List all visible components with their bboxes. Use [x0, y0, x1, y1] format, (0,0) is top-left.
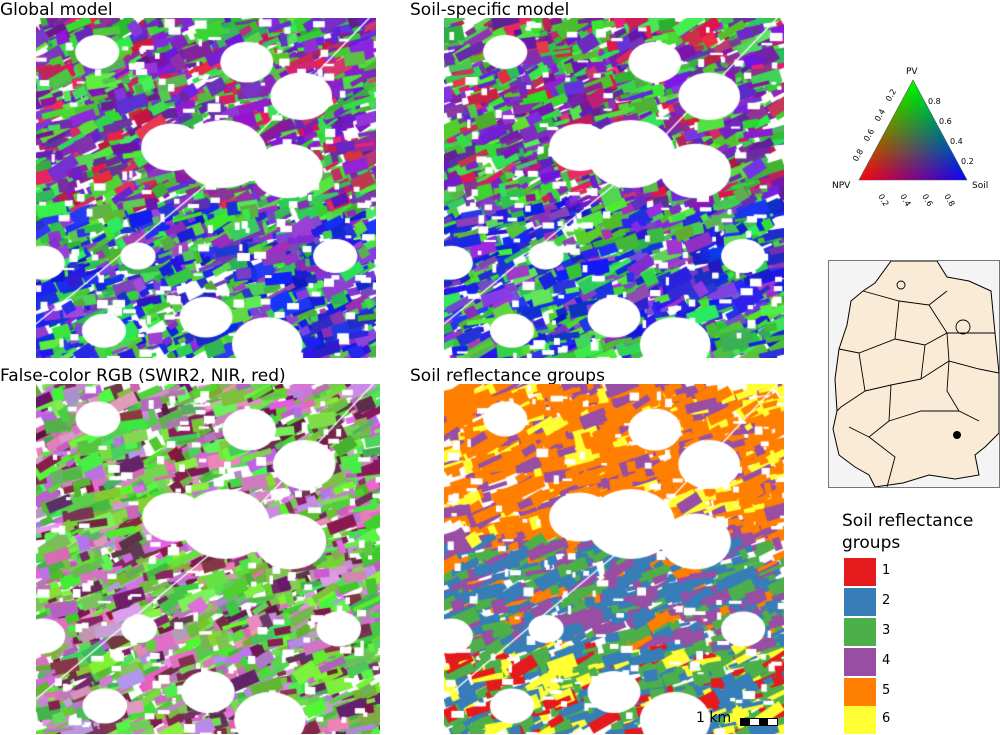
tick-right-2: 0.6	[939, 117, 952, 126]
scale-bar-label: 1 km	[696, 710, 732, 726]
legend-title-line1: Soil reflectance	[842, 511, 974, 531]
tick-right-4: 0.2	[961, 157, 974, 166]
legend-swatch-1	[844, 558, 876, 586]
legend-label-2: 2	[882, 593, 891, 608]
panel-title-soil-reflectance-groups: Soil reflectance groups	[410, 366, 605, 386]
legend-swatch-5	[844, 678, 876, 706]
vertex-label-npv: NPV	[832, 181, 851, 191]
panel-title-false-color-rgb: False-color RGB (SWIR2, NIR, red)	[0, 366, 286, 386]
legend-item: 6	[842, 706, 922, 734]
tick-left-4: 0.8	[851, 147, 865, 163]
legend-swatch-3	[844, 618, 876, 646]
study-site-marker	[953, 431, 961, 439]
scale-bar-graphic	[740, 718, 778, 726]
tick-right-1: 0.8	[928, 97, 941, 106]
soil-reflectance-groups-map	[444, 384, 784, 734]
location-inset-map	[828, 260, 1000, 488]
global-model-raster	[36, 18, 376, 358]
tick-right-3: 0.4	[950, 137, 963, 146]
soil-specific-model-raster	[444, 18, 784, 358]
legend-label-1: 1	[882, 563, 891, 578]
vertex-label-pv: PV	[906, 67, 918, 77]
panel-title-global-model: Global model	[0, 0, 113, 20]
soil-specific-model-map	[444, 18, 784, 358]
legend-item: 1	[842, 558, 922, 586]
tick-left-3: 0.6	[862, 127, 876, 143]
tick-left-1: 0.2	[884, 87, 898, 103]
legend-item: 2	[842, 588, 922, 616]
tick-bottom-4: 0.8	[942, 193, 956, 209]
legend-swatch-2	[844, 588, 876, 616]
false-color-raster	[36, 384, 380, 734]
legend-label-4: 4	[882, 653, 891, 668]
legend-swatch-6	[844, 706, 876, 734]
tick-left-2: 0.4	[873, 107, 887, 123]
legend-item: 3	[842, 618, 922, 646]
tick-bottom-2: 0.4	[898, 193, 912, 209]
soil-groups-raster	[444, 384, 784, 734]
legend-label-6: 6	[882, 711, 891, 726]
germany-outline	[832, 261, 999, 487]
soil-reflectance-legend: Soil reflectance groups 1 2 3 4 5 6	[842, 510, 1000, 734]
legend-title-line2: groups	[842, 533, 901, 553]
false-color-rgb-map	[36, 384, 380, 734]
ternary-color-legend: PV NPV Soil 0.2 0.4 0.6 0.8 0.8 0.6 0.4 …	[826, 60, 1000, 210]
legend-label-3: 3	[882, 623, 891, 638]
legend-item: 4	[842, 648, 922, 676]
vertex-label-soil: Soil	[972, 181, 988, 191]
legend-item: 5	[842, 678, 922, 706]
panel-title-soil-specific-model: Soil-specific model	[410, 0, 570, 20]
tick-bottom-1: 0.2	[876, 193, 890, 209]
legend-swatch-4	[844, 648, 876, 676]
scale-bar: 1 km	[696, 710, 786, 730]
tick-bottom-3: 0.6	[920, 193, 934, 209]
global-model-map	[36, 18, 376, 358]
legend-label-5: 5	[882, 683, 891, 698]
